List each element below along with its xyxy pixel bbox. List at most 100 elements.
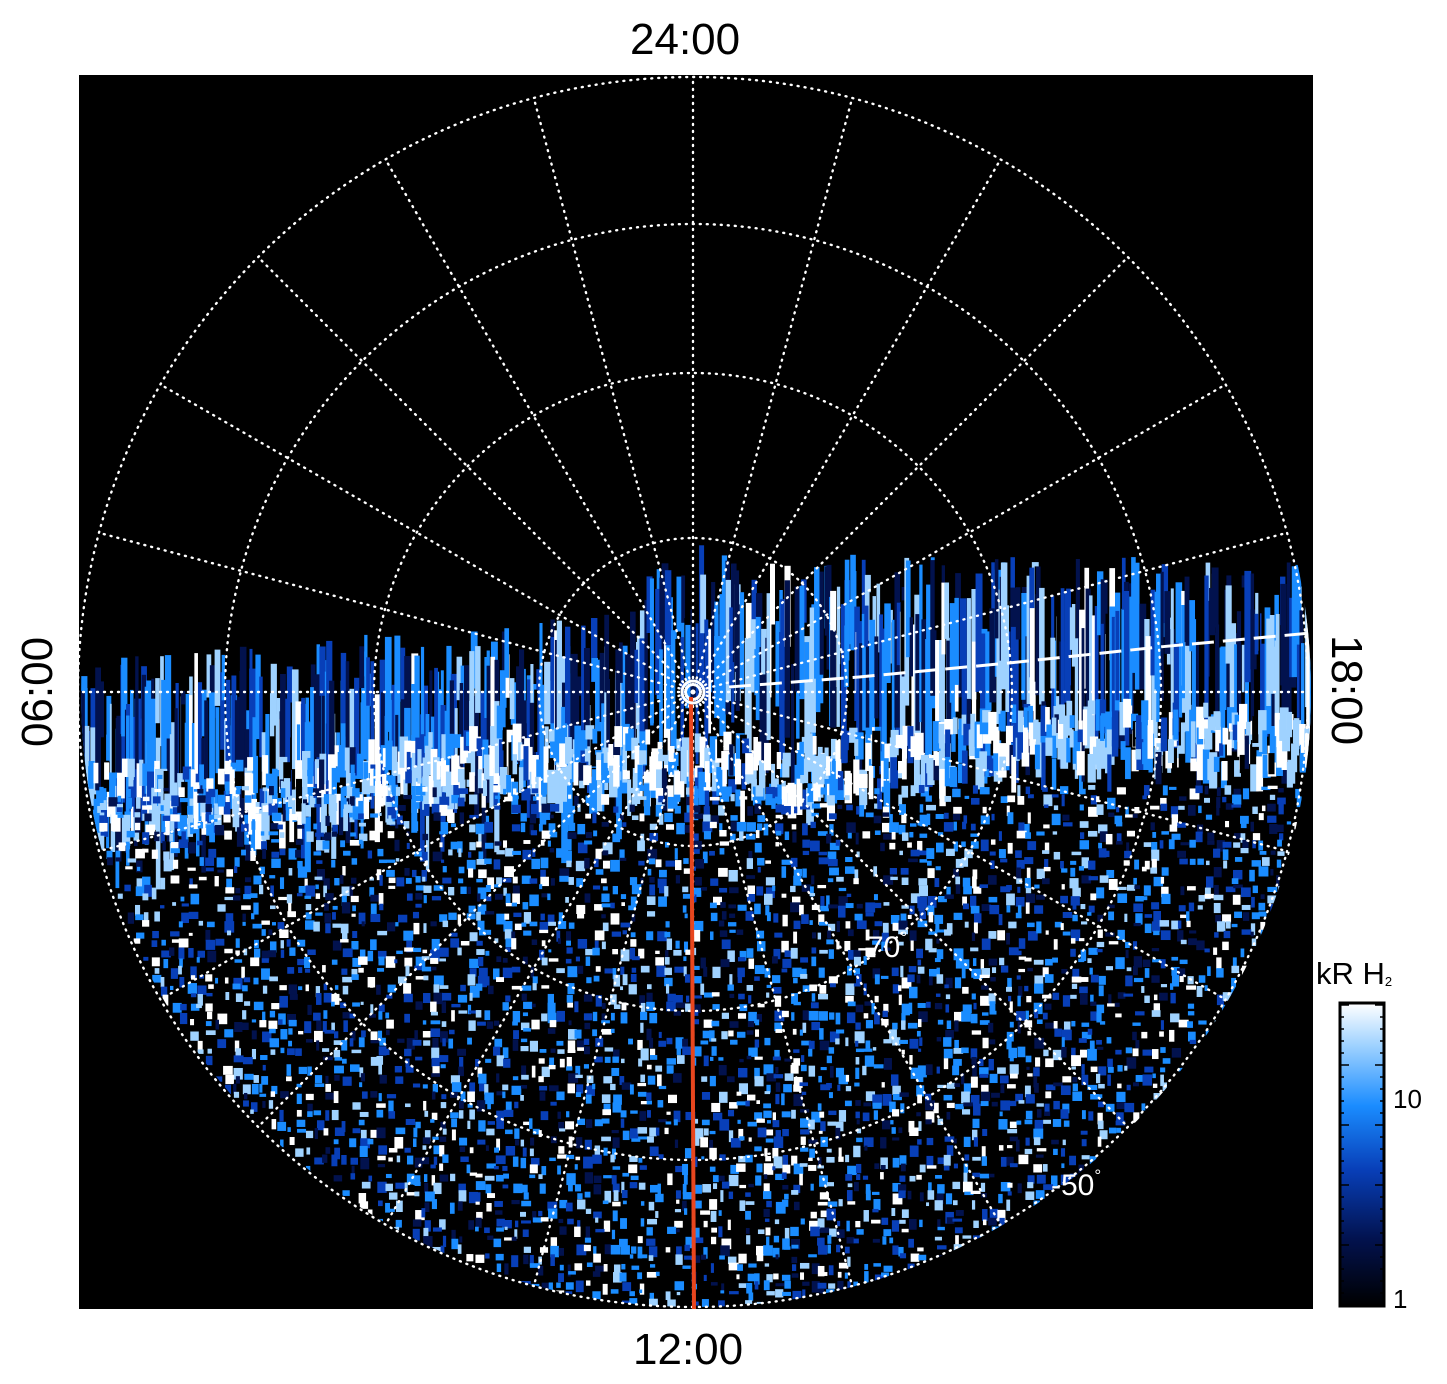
emission-speckle (781, 940, 789, 953)
emission-speckle (260, 1055, 268, 1061)
emission-speckle (919, 1164, 926, 1173)
emission-speckle (601, 794, 610, 805)
emission-speckle (432, 1066, 440, 1077)
emission-speckle (865, 812, 874, 818)
emission-speckle (540, 857, 549, 869)
emission-oval (424, 745, 432, 776)
emission-speckle (1015, 1011, 1026, 1021)
emission-speckle (1098, 1083, 1105, 1089)
emission-speckle (547, 893, 551, 901)
emission-oval (1057, 738, 1065, 760)
emission-speckle (585, 948, 595, 956)
emission-speckle (953, 1163, 958, 1169)
emission-speckle (475, 1181, 486, 1191)
emission-speckle (253, 977, 259, 985)
emission-speckle (784, 1058, 791, 1062)
emission-speckle (333, 1139, 339, 1145)
emission-speckle (557, 921, 567, 929)
emission-speckle (457, 1244, 462, 1254)
emission-speckle (898, 929, 908, 935)
emission-speckle (547, 1201, 558, 1211)
emission-speckle (1115, 1120, 1126, 1126)
emission-speckle (523, 1246, 531, 1253)
emission-speckle (782, 1128, 789, 1137)
emission-speckle (889, 814, 893, 826)
emission-speckle (882, 1093, 892, 1106)
emission-speckle (604, 968, 615, 974)
emission-speckle (405, 1118, 416, 1125)
emission-speckle (665, 1121, 672, 1125)
longitude-line (691, 690, 1289, 853)
emission-speckle (594, 1145, 601, 1157)
emission-speckle (655, 1211, 659, 1218)
emission-speckle (505, 848, 514, 857)
emission-oval (272, 768, 278, 799)
emission-streak (754, 649, 761, 696)
emission-speckle (1098, 985, 1104, 997)
emission-speckle (585, 1119, 593, 1128)
emission-speckle (325, 1083, 331, 1092)
emission-speckle (503, 921, 513, 932)
emission-speckle (268, 1100, 274, 1109)
emission-speckle (477, 904, 487, 915)
emission-speckle (988, 875, 997, 885)
emission-speckle (801, 1091, 807, 1096)
emission-streak (771, 624, 777, 758)
emission-streak (881, 639, 887, 789)
emission-speckle (1096, 1094, 1103, 1099)
emission-speckle (729, 887, 739, 894)
emission-speckle (1015, 896, 1025, 907)
emission-speckle (892, 1182, 901, 1192)
emission-speckle (170, 985, 174, 991)
emission-speckle (439, 985, 449, 989)
emission-oval (799, 741, 804, 775)
emission-speckle (1081, 921, 1088, 925)
emission-speckle (658, 813, 664, 825)
emission-speckle (423, 1227, 429, 1239)
emission-speckle (280, 1139, 284, 1148)
emission-speckle (511, 985, 522, 990)
emission-speckle (549, 848, 555, 853)
emission-speckle (601, 1013, 606, 1024)
emission-speckle (790, 885, 796, 893)
emission-speckle (1170, 806, 1179, 818)
emission-speckle (196, 1003, 202, 1009)
emission-speckle (927, 1190, 935, 1200)
emission-speckle (703, 966, 708, 977)
emission-speckle (1009, 1064, 1019, 1075)
emission-streak (775, 621, 780, 707)
emission-speckle (323, 1010, 328, 1019)
emission-speckle (871, 1003, 875, 1015)
emission-speckle (874, 1012, 880, 1025)
emission-speckle (810, 1211, 817, 1219)
emission-speckle (1096, 948, 1103, 953)
emission-speckle (1270, 868, 1274, 876)
emission-speckle (225, 913, 234, 923)
emission-oval (565, 765, 571, 786)
emission-speckle (298, 967, 303, 973)
emission-speckle (1116, 787, 1126, 795)
emission-speckle (683, 1173, 688, 1185)
emission-oval (745, 753, 754, 775)
emission-speckle (476, 893, 481, 902)
emission-oval (567, 749, 573, 780)
emission-speckle (729, 1291, 739, 1295)
emission-speckle (439, 831, 448, 835)
emission-speckle (1223, 860, 1228, 869)
emission-speckle (349, 796, 355, 806)
emission-speckle (477, 1067, 483, 1078)
emission-speckle (899, 850, 903, 856)
emission-speckle (1007, 977, 1012, 988)
emission-streak (1124, 591, 1130, 746)
emission-streak (744, 637, 752, 754)
emission-streak (206, 654, 212, 698)
emission-speckle (980, 839, 989, 852)
emission-speckle (577, 1047, 585, 1051)
emission-speckle (127, 858, 137, 863)
emission-speckle (440, 821, 449, 834)
emission-speckle (610, 1012, 615, 1021)
emission-speckle (163, 859, 172, 872)
emission-speckle (1195, 831, 1203, 843)
emission-speckle (334, 1074, 340, 1081)
longitude-line (691, 383, 1227, 694)
